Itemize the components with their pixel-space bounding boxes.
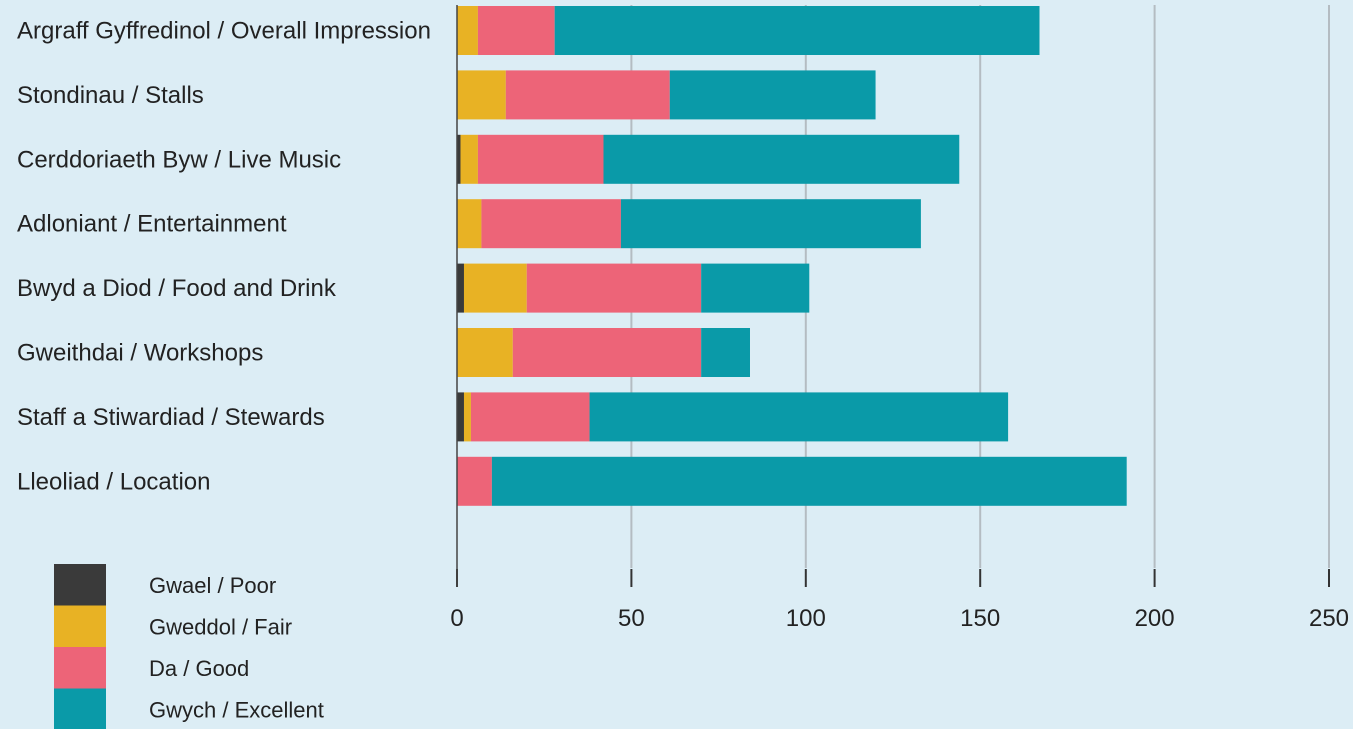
bar-segment xyxy=(669,70,876,120)
x-tick-label: 50 xyxy=(618,605,645,632)
bar-segment xyxy=(457,392,464,442)
x-tick-label: 250 xyxy=(1309,605,1349,632)
legend-label: Gwych / Excellent xyxy=(149,698,324,723)
category-labels: Argraff Gyffredinol / Overall Impression… xyxy=(17,18,431,496)
bar-segment xyxy=(477,6,555,55)
legend-label: Gwael / Poor xyxy=(149,573,276,598)
category-label: Lleoliad / Location xyxy=(17,468,210,495)
bar-segment xyxy=(460,134,478,184)
bar-segment xyxy=(512,328,702,377)
category-label: Cerddoriaeth Byw / Live Music xyxy=(17,146,341,173)
bar-segment xyxy=(457,70,506,120)
x-axis: 0 50 100 150 200 250 xyxy=(450,5,1349,632)
legend-label: Da / Good xyxy=(149,656,249,681)
bar-segment xyxy=(463,392,471,442)
legend: Gwael / Poor Gweddol / Fair Da / Good Gwych… xyxy=(54,564,324,729)
bar-segment xyxy=(491,456,1127,506)
bar-segment xyxy=(477,134,604,184)
x-tick-label: 200 xyxy=(1135,605,1175,632)
bars xyxy=(457,6,1127,506)
bar-segment xyxy=(457,199,482,249)
legend-swatch xyxy=(54,564,106,606)
x-tick-label: 100 xyxy=(786,605,826,632)
bar-segment xyxy=(620,199,921,249)
bar-segment xyxy=(589,392,1009,442)
bar-segment xyxy=(481,199,621,249)
category-label: Staff a Stiwardiad / Stewards xyxy=(17,404,325,431)
bar-segment xyxy=(457,456,492,506)
bar-segment xyxy=(526,263,702,313)
bar-segment xyxy=(457,134,461,184)
bar-segment xyxy=(457,263,464,313)
category-label: Bwyd a Diod / Food and Drink xyxy=(17,275,337,302)
x-tick-label: 150 xyxy=(960,605,1000,632)
bar-segment xyxy=(554,6,1040,55)
legend-label: Gweddol / Fair xyxy=(149,615,292,640)
bar-segment xyxy=(701,328,750,377)
category-label: Argraff Gyffredinol / Overall Impression xyxy=(17,18,431,45)
legend-swatch xyxy=(54,688,106,729)
bar-segment xyxy=(463,263,527,313)
bar-segment xyxy=(470,392,590,442)
category-label: Stondinau / Stalls xyxy=(17,82,204,109)
x-tick-label: 0 xyxy=(450,605,463,632)
bar-segment xyxy=(457,328,513,377)
category-label: Gweithdai / Workshops xyxy=(17,340,263,367)
bar-segment xyxy=(457,6,478,55)
category-label: Adloniant / Entertainment xyxy=(17,211,287,238)
bar-segment xyxy=(505,70,670,120)
bar-segment xyxy=(701,263,810,313)
bar-segment xyxy=(603,134,960,184)
legend-swatch xyxy=(54,647,106,689)
legend-swatch xyxy=(54,605,106,648)
